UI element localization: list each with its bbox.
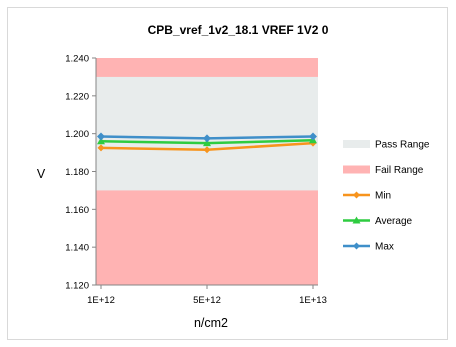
chart-title: CPB_vref_1v2_18.1 VREF 1V2 0 bbox=[148, 23, 329, 37]
chart-svg: 1.120 1.140 1.160 1.180 1.200 1.220 1.240 1E+12… bbox=[37, 23, 430, 330]
legend-swatch-fail-range bbox=[343, 165, 370, 174]
y-tick-label: 1.120 bbox=[65, 281, 89, 292]
data-point-max bbox=[97, 132, 105, 141]
data-point-min bbox=[97, 144, 105, 152]
legend-label-fail-range: Fail Range bbox=[375, 165, 424, 176]
y-tick-label: 1.180 bbox=[65, 167, 89, 178]
series-lines bbox=[97, 132, 317, 154]
x-tick-label: 5E+12 bbox=[193, 295, 221, 306]
data-point-max bbox=[309, 132, 317, 141]
axes: 1.120 1.140 1.160 1.180 1.200 1.220 1.240 1E+12… bbox=[65, 54, 327, 307]
legend-marker-min bbox=[353, 191, 360, 199]
x-axis-label: n/cm2 bbox=[194, 316, 228, 330]
legend-label-min: Min bbox=[375, 191, 391, 202]
range-bands bbox=[96, 58, 318, 285]
x-tick-label: 1E+12 bbox=[87, 295, 115, 306]
legend-swatch-pass-range bbox=[343, 140, 370, 148]
legend-marker-max bbox=[353, 242, 360, 250]
data-point-average bbox=[97, 137, 105, 145]
legend: Pass Range Fail Range Min Average Max bbox=[343, 140, 430, 253]
chart-frame: 1.120 1.140 1.160 1.180 1.200 1.220 1.240 1E+12… bbox=[7, 7, 448, 340]
y-tick-label: 1.220 bbox=[65, 91, 89, 102]
y-tick-label: 1.160 bbox=[65, 205, 89, 216]
legend-label-pass-range: Pass Range bbox=[375, 140, 430, 151]
x-tick-label: 1E+13 bbox=[299, 295, 327, 306]
legend-label-max: Max bbox=[375, 242, 394, 253]
data-point-min bbox=[203, 146, 211, 154]
y-axis-label: V bbox=[37, 167, 46, 181]
y-tick-label: 1.140 bbox=[65, 243, 89, 254]
y-tick-label: 1.240 bbox=[65, 54, 89, 65]
y-tick-label: 1.200 bbox=[65, 129, 89, 140]
data-point-max bbox=[203, 134, 211, 143]
legend-marker-average bbox=[352, 216, 361, 224]
legend-label-average: Average bbox=[375, 216, 413, 227]
pass-range-band bbox=[96, 76, 318, 191]
data-point-average bbox=[203, 139, 211, 147]
